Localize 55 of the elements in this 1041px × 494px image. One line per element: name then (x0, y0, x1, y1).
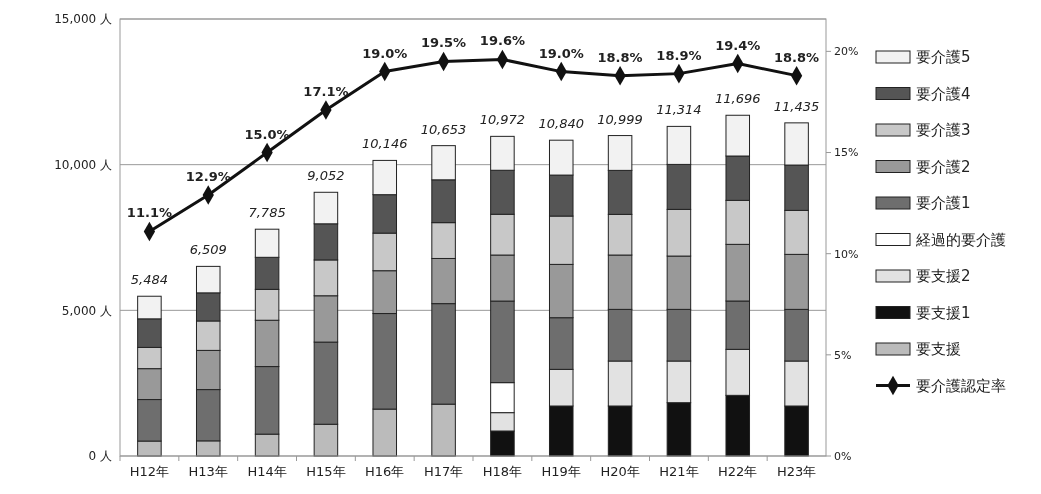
y2-tick-label: 5% (834, 348, 852, 362)
x-tick-label: H16年 (365, 464, 405, 479)
y2-tick-label: 15% (834, 146, 859, 160)
legend-label: 要介護4 (916, 84, 971, 103)
legend-label: 要介護1 (916, 194, 971, 213)
total-label: 5,484 (130, 272, 169, 288)
total-label: 7,785 (248, 205, 286, 221)
x-tick-label: H21年 (659, 464, 699, 479)
legend-label: 要介護3 (916, 121, 971, 140)
total-label: 11,696 (715, 91, 761, 107)
data-label: 17.1% (303, 84, 349, 100)
x-tick-label: H19年 (541, 464, 581, 479)
data-label: 19.0% (362, 45, 408, 61)
x-tick-label: H20年 (600, 464, 640, 479)
y-tick-label: 15,000 人 (54, 12, 112, 27)
total-label: 10,972 (479, 112, 526, 128)
x-tick-label: H18年 (482, 464, 523, 479)
x-tick-label: H22年 (718, 464, 758, 479)
data-label: 19.0% (538, 45, 584, 61)
legend-label: 経過的要介護 (915, 230, 1006, 249)
legend-label: 要支援2 (916, 267, 971, 286)
total-label: 10,999 (597, 111, 643, 127)
legend-label: 要介護2 (916, 157, 971, 176)
total-label: 6,509 (189, 242, 227, 258)
total-label: 11,314 (656, 102, 702, 118)
y2-tick-label: 0% (834, 449, 852, 463)
x-tick-label: H14年 (247, 464, 287, 479)
data-label: 11.1% (126, 205, 172, 221)
y-tick-label: 0 人 (88, 449, 112, 464)
x-tick-label: H15年 (306, 464, 346, 479)
y-tick-label: 10,000 人 (54, 157, 112, 172)
y2-tick-label: 10% (834, 247, 859, 261)
legend-label: 要支援 (916, 340, 961, 359)
data-label: 19.4% (715, 37, 761, 53)
total-label: 10,653 (420, 121, 467, 137)
y-tick-label: 5,000 人 (61, 303, 112, 318)
total-label: 10,840 (538, 116, 584, 132)
data-label: 18.8% (774, 49, 820, 65)
data-label: 12.9% (185, 169, 231, 185)
x-tick-label: H13年 (188, 464, 228, 479)
data-label: 15.0% (244, 126, 290, 142)
total-label: 10,146 (362, 136, 408, 152)
data-label: 18.8% (597, 49, 643, 65)
total-label: 9,052 (307, 168, 345, 184)
x-tick-label: H12年 (129, 464, 170, 479)
data-label: 19.6% (479, 33, 525, 49)
legend-label: 要介護認定率 (916, 376, 1006, 395)
legend-label: 要介護5 (916, 48, 971, 67)
x-tick-label: H23年 (776, 464, 817, 479)
total-label: 11,435 (773, 98, 820, 114)
legend-label: 要支援1 (916, 303, 971, 322)
data-label: 18.9% (656, 47, 702, 63)
x-tick-label: H17年 (423, 464, 464, 479)
y2-tick-label: 20% (834, 45, 859, 59)
data-label: 19.5% (421, 35, 467, 51)
